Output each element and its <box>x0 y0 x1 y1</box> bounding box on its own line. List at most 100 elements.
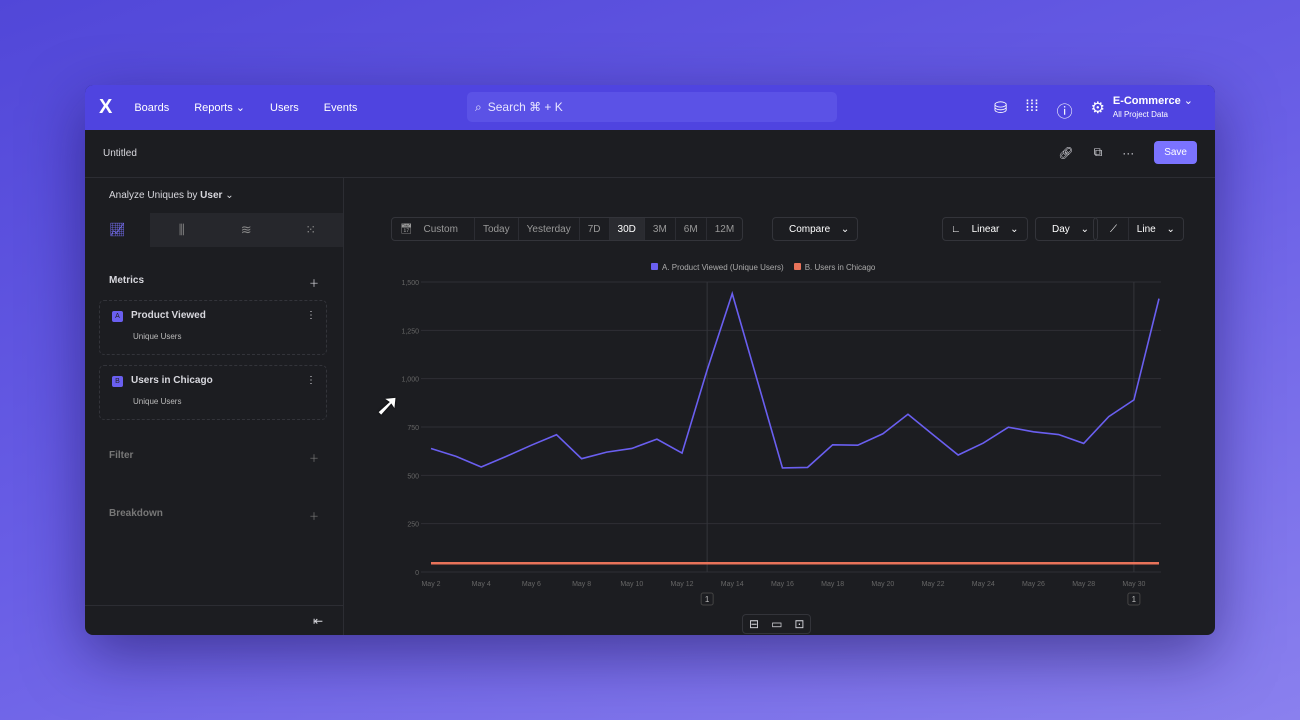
apps-grid-icon[interactable]: ⁞⁞⁞ <box>1025 98 1039 115</box>
nav-events[interactable]: Events <box>323 101 358 114</box>
date-range-selector: 📅︎ Custom Today Yesterday 7D 30D 3M 6M 1… <box>391 217 744 241</box>
range-6m[interactable]: 6M <box>674 218 706 240</box>
metric-badge: A <box>112 311 123 322</box>
layout-chart-icon[interactable]: ▭ <box>771 617 783 631</box>
annotation-marker <box>700 592 714 606</box>
scale-label: Linear <box>971 223 1000 235</box>
range-30d[interactable]: 30D <box>608 218 644 240</box>
analyze-label: Analyze Uniques by <box>109 190 198 201</box>
legend-label: B. Users in Chicago <box>804 263 876 272</box>
x-tick-label: May 8 <box>572 581 591 588</box>
x-tick-label: May 26 <box>1022 581 1045 588</box>
gear-icon[interactable]: ⚙ <box>1090 100 1105 117</box>
nav-boards[interactable]: Boards <box>134 101 170 114</box>
tab-flows-icon[interactable]: ≋ <box>214 213 279 247</box>
duplicate-icon[interactable]: ⧉ <box>1093 145 1103 159</box>
range-7d[interactable]: 7D <box>578 218 609 240</box>
range-12m[interactable]: 12M <box>705 218 742 240</box>
breakdown-label: Breakdown <box>109 508 163 519</box>
compare-dropdown[interactable]: Compare ⌄ <box>772 217 859 241</box>
scale-dropdown[interactable]: ∟ Linear ⌄ <box>942 217 1028 241</box>
interval-dropdown[interactable]: Day ⌄ <box>1035 217 1098 241</box>
x-tick-label: May 18 <box>821 581 844 588</box>
project-sub: All Project Data <box>1112 110 1168 119</box>
link-icon[interactable]: 🔗︎ <box>1058 145 1074 160</box>
data-icon[interactable]: ⛁ <box>993 100 1008 117</box>
analyze-value: User <box>200 190 223 201</box>
layout-toggle: ⊟ ▭ ⊡ <box>742 614 812 634</box>
logo[interactable]: X <box>99 96 113 118</box>
x-tick-label: May 20 <box>871 581 894 588</box>
y-tick-label: 1,250 <box>401 328 419 335</box>
chart-legend: A. Product Viewed (Unique Users) B. User… <box>651 263 875 272</box>
x-tick-label: May 4 <box>472 581 491 588</box>
add-metric-icon[interactable]: ＋ <box>309 279 319 290</box>
x-tick-label: May 22 <box>922 581 945 588</box>
compare-label: Compare <box>789 223 831 235</box>
tab-funnels-icon[interactable]: ⫼ <box>149 213 214 247</box>
x-tick-label: May 24 <box>972 581 995 588</box>
x-tick-label: May 6 <box>522 581 541 588</box>
nav-reports[interactable]: Reports ⌄ <box>194 101 245 114</box>
y-tick-label: 1,500 <box>401 280 419 287</box>
tab-insights-icon[interactable]: 📈︎ <box>108 222 126 237</box>
project-selector[interactable]: E-Commerce ⌄ All Project Data <box>1113 94 1193 122</box>
kebab-icon[interactable]: ⋮ <box>306 375 316 386</box>
nav-users[interactable]: Users <box>270 101 299 114</box>
collapse-sidebar-icon[interactable]: ⇤ <box>312 614 323 628</box>
mouse-cursor-icon: ➚ <box>375 389 401 422</box>
metric-sub: Unique Users <box>133 332 182 341</box>
interval-label: Day <box>1052 223 1070 235</box>
app-window: X Boards Reports ⌄ Users Events ⌕ Search … <box>85 85 1215 635</box>
nav-reports-label: Reports <box>194 102 233 114</box>
legend-item-b[interactable]: B. Users in Chicago <box>793 263 876 272</box>
metric-badge: B <box>112 376 123 387</box>
metric-card[interactable]: B Users in Chicago ⋮ Unique Users <box>99 365 327 420</box>
line-chart-icon: ⟋ <box>1110 223 1117 235</box>
x-tick-label: May 16 <box>771 581 794 588</box>
y-tick-label: 0 <box>415 570 419 577</box>
search-input[interactable]: ⌕ Search ⌘ + K <box>467 92 837 122</box>
metric-sub: Unique Users <box>133 397 182 406</box>
save-button[interactable]: Save <box>1154 141 1197 164</box>
metric-card[interactable]: A Product Viewed ⋮ Unique Users <box>99 300 327 355</box>
x-tick-label: May 14 <box>721 581 744 588</box>
layout-split-icon[interactable]: ⊟ <box>749 617 760 631</box>
y-tick-label: 1,000 <box>401 377 419 384</box>
search-icon: ⌕ <box>475 99 482 114</box>
y-tick-label: 750 <box>407 425 419 432</box>
y-tick-label: 250 <box>407 522 419 529</box>
annotation-marker <box>1127 592 1141 606</box>
range-yesterday[interactable]: Yesterday <box>517 218 579 240</box>
metric-name: Product Viewed <box>131 310 206 321</box>
top-nav: X Boards Reports ⌄ Users Events ⌕ Search … <box>85 85 1215 130</box>
layout-table-icon[interactable]: ⊡ <box>794 617 805 631</box>
add-breakdown-icon[interactable]: ＋ <box>309 512 319 523</box>
analyze-by[interactable]: Analyze Uniques by User ⌄ <box>109 190 234 201</box>
project-name: E-Commerce <box>1112 95 1181 107</box>
x-tick-label: May 30 <box>1122 581 1145 588</box>
report-title[interactable]: Untitled <box>103 148 137 159</box>
range-today[interactable]: Today <box>473 218 518 240</box>
range-custom-label: Custom <box>423 223 458 235</box>
x-tick-label: May 12 <box>671 581 694 588</box>
kebab-icon[interactable]: ⋮ <box>306 310 316 321</box>
y-tick-label: 500 <box>407 473 419 480</box>
add-filter-icon[interactable]: ＋ <box>309 454 319 465</box>
more-icon[interactable]: ··· <box>1122 145 1135 160</box>
tab-retention-icon[interactable]: ⁙ <box>278 213 343 247</box>
legend-item-a[interactable]: A. Product Viewed (Unique Users) <box>651 263 784 272</box>
range-3m[interactable]: 3M <box>643 218 675 240</box>
range-custom[interactable]: 📅︎ Custom <box>392 218 474 240</box>
filter-label: Filter <box>109 450 134 461</box>
x-tick-label: May 2 <box>421 581 440 588</box>
legend-label: A. Product Viewed (Unique Users) <box>662 263 784 272</box>
x-tick-label: May 10 <box>620 581 643 588</box>
chart-type-dropdown[interactable]: ⟋ Line ⌄ <box>1093 217 1184 241</box>
annotation-label: 1 <box>1132 595 1137 604</box>
search-placeholder: Search ⌘ + K <box>487 100 563 114</box>
annotation-label: 1 <box>705 595 710 604</box>
metrics-label: Metrics <box>109 275 145 286</box>
help-icon[interactable]: ⓘ <box>1056 104 1073 121</box>
metric-name: Users in Chicago <box>131 375 213 386</box>
